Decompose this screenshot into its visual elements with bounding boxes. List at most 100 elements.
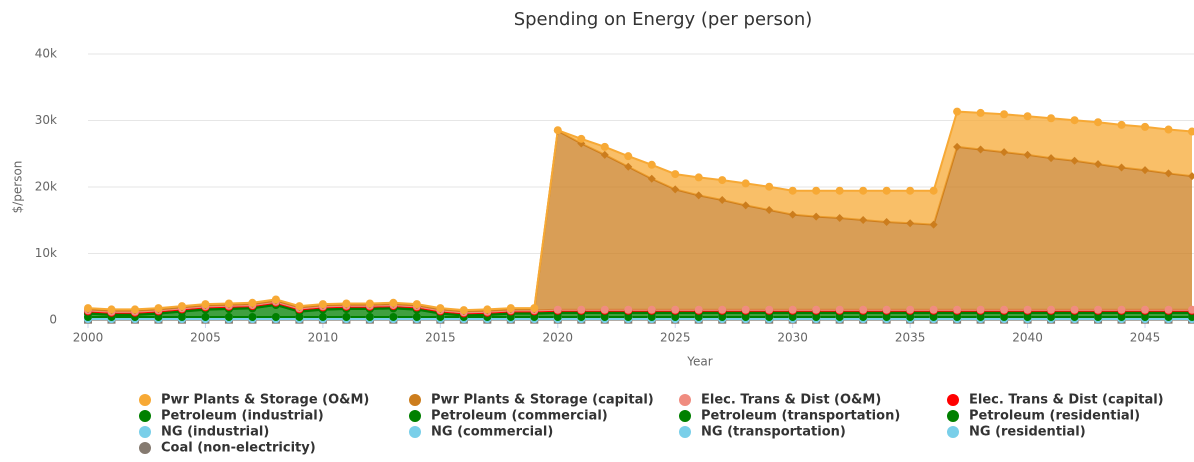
marker — [624, 305, 633, 314]
legend-label: Coal (non-electricity) — [161, 441, 316, 456]
marker — [1070, 116, 1079, 125]
marker — [694, 191, 703, 200]
marker — [788, 210, 797, 219]
marker — [906, 219, 915, 228]
marker — [1164, 305, 1173, 314]
marker — [295, 302, 304, 311]
marker — [953, 142, 962, 151]
marker — [365, 313, 374, 322]
marker — [1141, 122, 1150, 131]
y-tick-label: 30k — [35, 113, 57, 127]
marker — [412, 313, 421, 322]
legend-label: NG (commercial) — [431, 425, 553, 440]
marker — [271, 295, 280, 304]
marker — [1000, 110, 1009, 119]
marker — [248, 313, 257, 322]
marker — [765, 206, 774, 215]
x-tick-label: 2005 — [190, 331, 221, 345]
marker — [741, 201, 750, 210]
marker — [647, 174, 656, 183]
marker — [694, 173, 703, 182]
y-axis-label: $/person — [11, 161, 25, 214]
legend: Pwr Plants & Storage (O&M) Pwr Plants & S… — [139, 393, 1164, 456]
marker — [765, 305, 774, 314]
legend-label: Elec. Trans & Dist (O&M) — [701, 393, 881, 408]
marker — [1094, 305, 1103, 314]
legend-label: Petroleum (residential) — [969, 409, 1140, 424]
marker — [741, 179, 750, 188]
marker — [1023, 150, 1032, 159]
marker — [835, 213, 844, 222]
legend-symbol — [409, 426, 421, 438]
marker — [741, 305, 750, 314]
marker — [530, 304, 539, 313]
legend-label: Pwr Plants & Storage (capital) — [431, 393, 654, 408]
marker — [201, 300, 210, 309]
legend-symbol — [139, 394, 151, 406]
legend-symbol — [947, 394, 959, 406]
marker — [107, 305, 116, 314]
x-axis-label: Year — [686, 355, 712, 369]
marker — [976, 108, 985, 117]
legend-symbol — [947, 426, 959, 438]
legend-symbol — [679, 410, 691, 422]
legend-label: Petroleum (transportation) — [701, 409, 900, 424]
marker — [788, 186, 797, 195]
marker — [224, 313, 233, 322]
x-tick-label: 2020 — [543, 331, 574, 345]
marker — [600, 142, 609, 151]
legend-label: Elec. Trans & Dist (capital) — [969, 393, 1164, 408]
legend-symbol — [409, 394, 421, 406]
marker — [671, 305, 680, 314]
marker — [1117, 163, 1126, 172]
marker — [671, 170, 680, 179]
y-tick-label: 10k — [35, 246, 57, 260]
marker — [718, 305, 727, 314]
marker — [553, 305, 562, 314]
marker — [1188, 172, 1194, 181]
marker — [953, 107, 962, 116]
marker — [1000, 148, 1009, 157]
marker — [859, 215, 868, 224]
marker — [976, 305, 985, 314]
marker — [906, 186, 915, 195]
marker — [436, 304, 445, 313]
marker — [647, 160, 656, 169]
marker — [1000, 305, 1009, 314]
marker — [1188, 305, 1194, 314]
marker — [671, 185, 680, 194]
x-tick-label: 2010 — [308, 331, 339, 345]
x-tick-label: 2035 — [895, 331, 926, 345]
marker — [976, 145, 985, 154]
legend-symbol — [409, 410, 421, 422]
marker — [600, 305, 609, 314]
legend-symbol — [947, 410, 959, 422]
marker — [929, 186, 938, 195]
marker — [929, 305, 938, 314]
marker — [1164, 125, 1173, 134]
marker — [201, 313, 210, 322]
marker — [788, 305, 797, 314]
legend-symbol — [679, 394, 691, 406]
marker — [1188, 127, 1194, 136]
marker — [1070, 156, 1079, 165]
marker — [342, 299, 351, 308]
marker — [84, 304, 92, 313]
marker — [624, 152, 633, 161]
y-tick-label: 20k — [35, 180, 57, 194]
x-tick-label: 2025 — [660, 331, 691, 345]
marker — [718, 196, 727, 205]
marker — [577, 305, 586, 314]
marker — [765, 182, 774, 191]
marker — [812, 305, 821, 314]
marker — [553, 126, 562, 135]
plot-area — [84, 107, 1194, 324]
marker — [812, 186, 821, 195]
marker — [506, 304, 515, 313]
marker — [177, 302, 186, 311]
marker — [1141, 166, 1150, 175]
marker — [600, 150, 609, 159]
marker — [1164, 169, 1173, 178]
chart-title: Spending on Energy (per person) — [514, 9, 813, 30]
